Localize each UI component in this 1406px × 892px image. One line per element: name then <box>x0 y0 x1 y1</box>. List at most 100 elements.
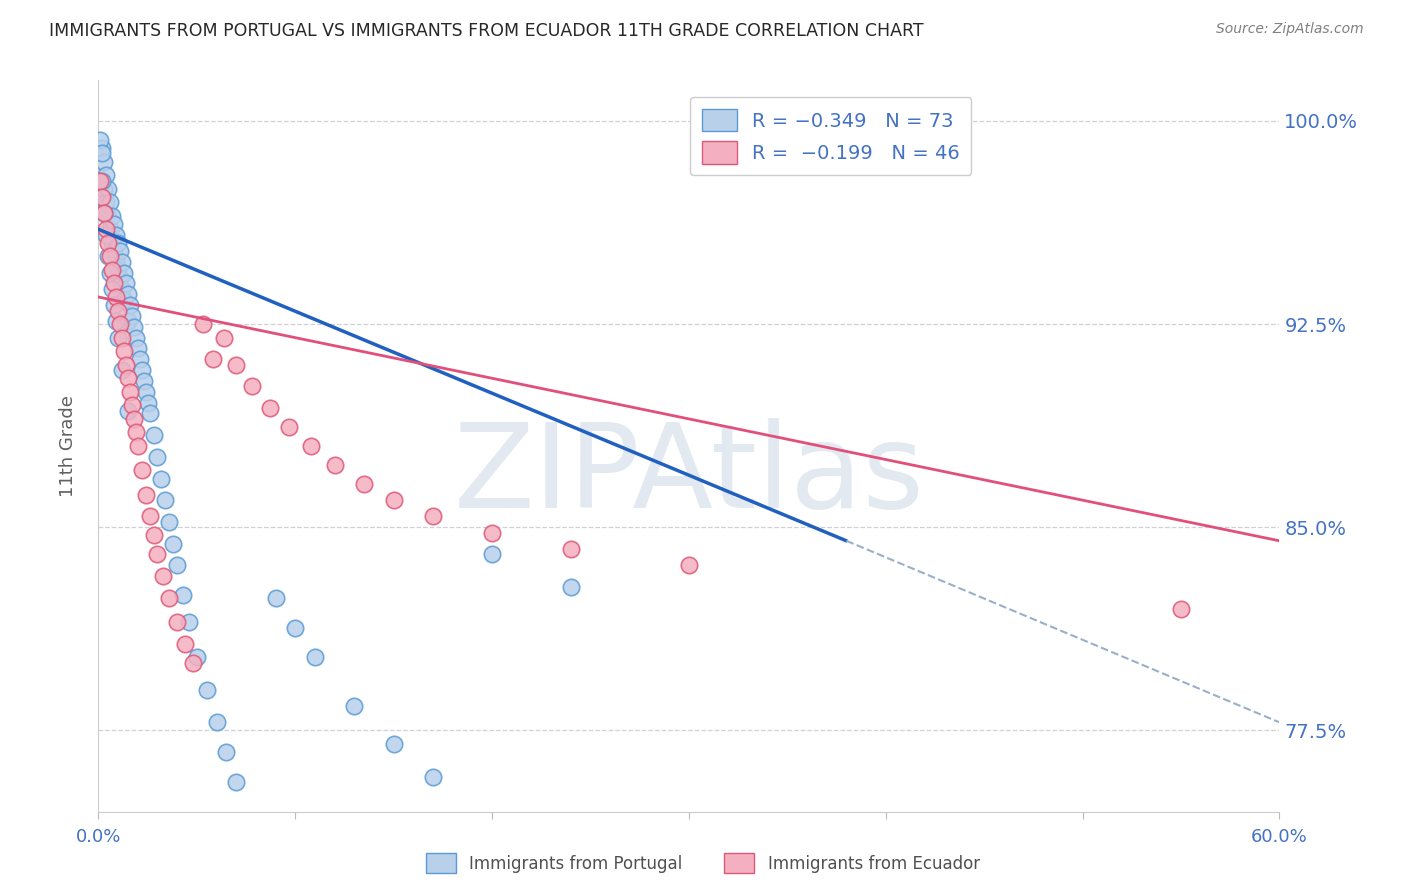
Point <box>264 591 287 605</box>
Point <box>125 425 148 440</box>
Point <box>118 298 141 312</box>
Point <box>299 439 322 453</box>
Point <box>97 249 120 263</box>
Point <box>138 509 160 524</box>
Point <box>96 222 118 236</box>
Point <box>93 154 115 169</box>
Y-axis label: 11th Grade: 11th Grade <box>59 395 77 497</box>
Text: 60.0%: 60.0% <box>1251 829 1308 847</box>
Point <box>97 181 120 195</box>
Point <box>103 217 125 231</box>
Point <box>96 227 118 242</box>
Point <box>205 715 228 730</box>
Point <box>422 770 444 784</box>
Point <box>115 358 138 372</box>
Point <box>117 404 139 418</box>
Point <box>118 384 141 399</box>
Point <box>481 525 503 540</box>
Point <box>142 528 165 542</box>
Point <box>422 509 444 524</box>
Point <box>93 206 115 220</box>
Point <box>103 277 125 291</box>
Point <box>96 195 118 210</box>
Point <box>166 558 188 573</box>
Point <box>108 244 131 258</box>
Point <box>107 331 129 345</box>
Point <box>131 463 153 477</box>
Point <box>225 775 247 789</box>
Point <box>101 235 124 250</box>
Point <box>97 209 120 223</box>
Point <box>101 209 124 223</box>
Point <box>1170 601 1192 615</box>
Point <box>225 358 247 372</box>
Point <box>214 331 236 345</box>
Point <box>103 244 125 258</box>
Point <box>89 133 111 147</box>
Point <box>117 287 139 301</box>
Point <box>112 293 135 307</box>
Point <box>138 407 160 421</box>
Point <box>127 342 149 356</box>
Point <box>112 344 135 359</box>
Text: IMMIGRANTS FROM PORTUGAL VS IMMIGRANTS FROM ECUADOR 11TH GRADE CORRELATION CHART: IMMIGRANTS FROM PORTUGAL VS IMMIGRANTS F… <box>49 22 924 40</box>
Point <box>278 420 301 434</box>
Point <box>136 395 159 409</box>
Point <box>111 282 134 296</box>
Point <box>111 254 134 268</box>
Point <box>111 363 134 377</box>
Point <box>121 398 143 412</box>
Legend: R = −0.349   N = 73, R =  −0.199   N = 46: R = −0.349 N = 73, R = −0.199 N = 46 <box>690 97 972 176</box>
Point <box>135 488 157 502</box>
Point <box>108 271 131 285</box>
Point <box>105 290 128 304</box>
Point <box>93 206 115 220</box>
Point <box>146 547 169 561</box>
Point <box>107 303 129 318</box>
Point <box>353 477 375 491</box>
Text: 0.0%: 0.0% <box>76 829 121 847</box>
Point <box>215 745 238 759</box>
Point <box>323 458 346 472</box>
Point <box>131 363 153 377</box>
Point <box>108 317 131 331</box>
Point <box>105 254 128 268</box>
Point <box>146 450 169 464</box>
Point <box>343 699 366 714</box>
Point <box>115 277 138 291</box>
Point <box>304 650 326 665</box>
Point <box>91 190 114 204</box>
Point <box>101 282 124 296</box>
Point <box>240 379 263 393</box>
Point <box>177 615 200 629</box>
Point <box>135 384 157 399</box>
Point <box>150 471 173 485</box>
Point <box>142 428 165 442</box>
Point <box>152 569 174 583</box>
Point <box>128 352 150 367</box>
Point <box>155 493 177 508</box>
Point <box>157 591 180 605</box>
Point <box>245 818 267 832</box>
Text: ZIPAtlas: ZIPAtlas <box>454 417 924 533</box>
Point <box>111 331 134 345</box>
Point <box>191 317 214 331</box>
Point <box>382 493 405 508</box>
Point <box>103 298 125 312</box>
Point <box>112 266 135 280</box>
Point <box>97 235 120 250</box>
Point <box>157 515 180 529</box>
Point <box>172 588 194 602</box>
Point <box>174 637 197 651</box>
Legend: Immigrants from Portugal, Immigrants from Ecuador: Immigrants from Portugal, Immigrants fro… <box>419 847 987 880</box>
Point <box>186 650 208 665</box>
Point <box>98 195 121 210</box>
Point <box>127 439 149 453</box>
Point <box>93 181 115 195</box>
Point <box>89 173 111 187</box>
Point <box>117 314 139 328</box>
Point <box>98 266 121 280</box>
Point <box>132 374 155 388</box>
Point <box>91 173 114 187</box>
Point <box>98 222 121 236</box>
